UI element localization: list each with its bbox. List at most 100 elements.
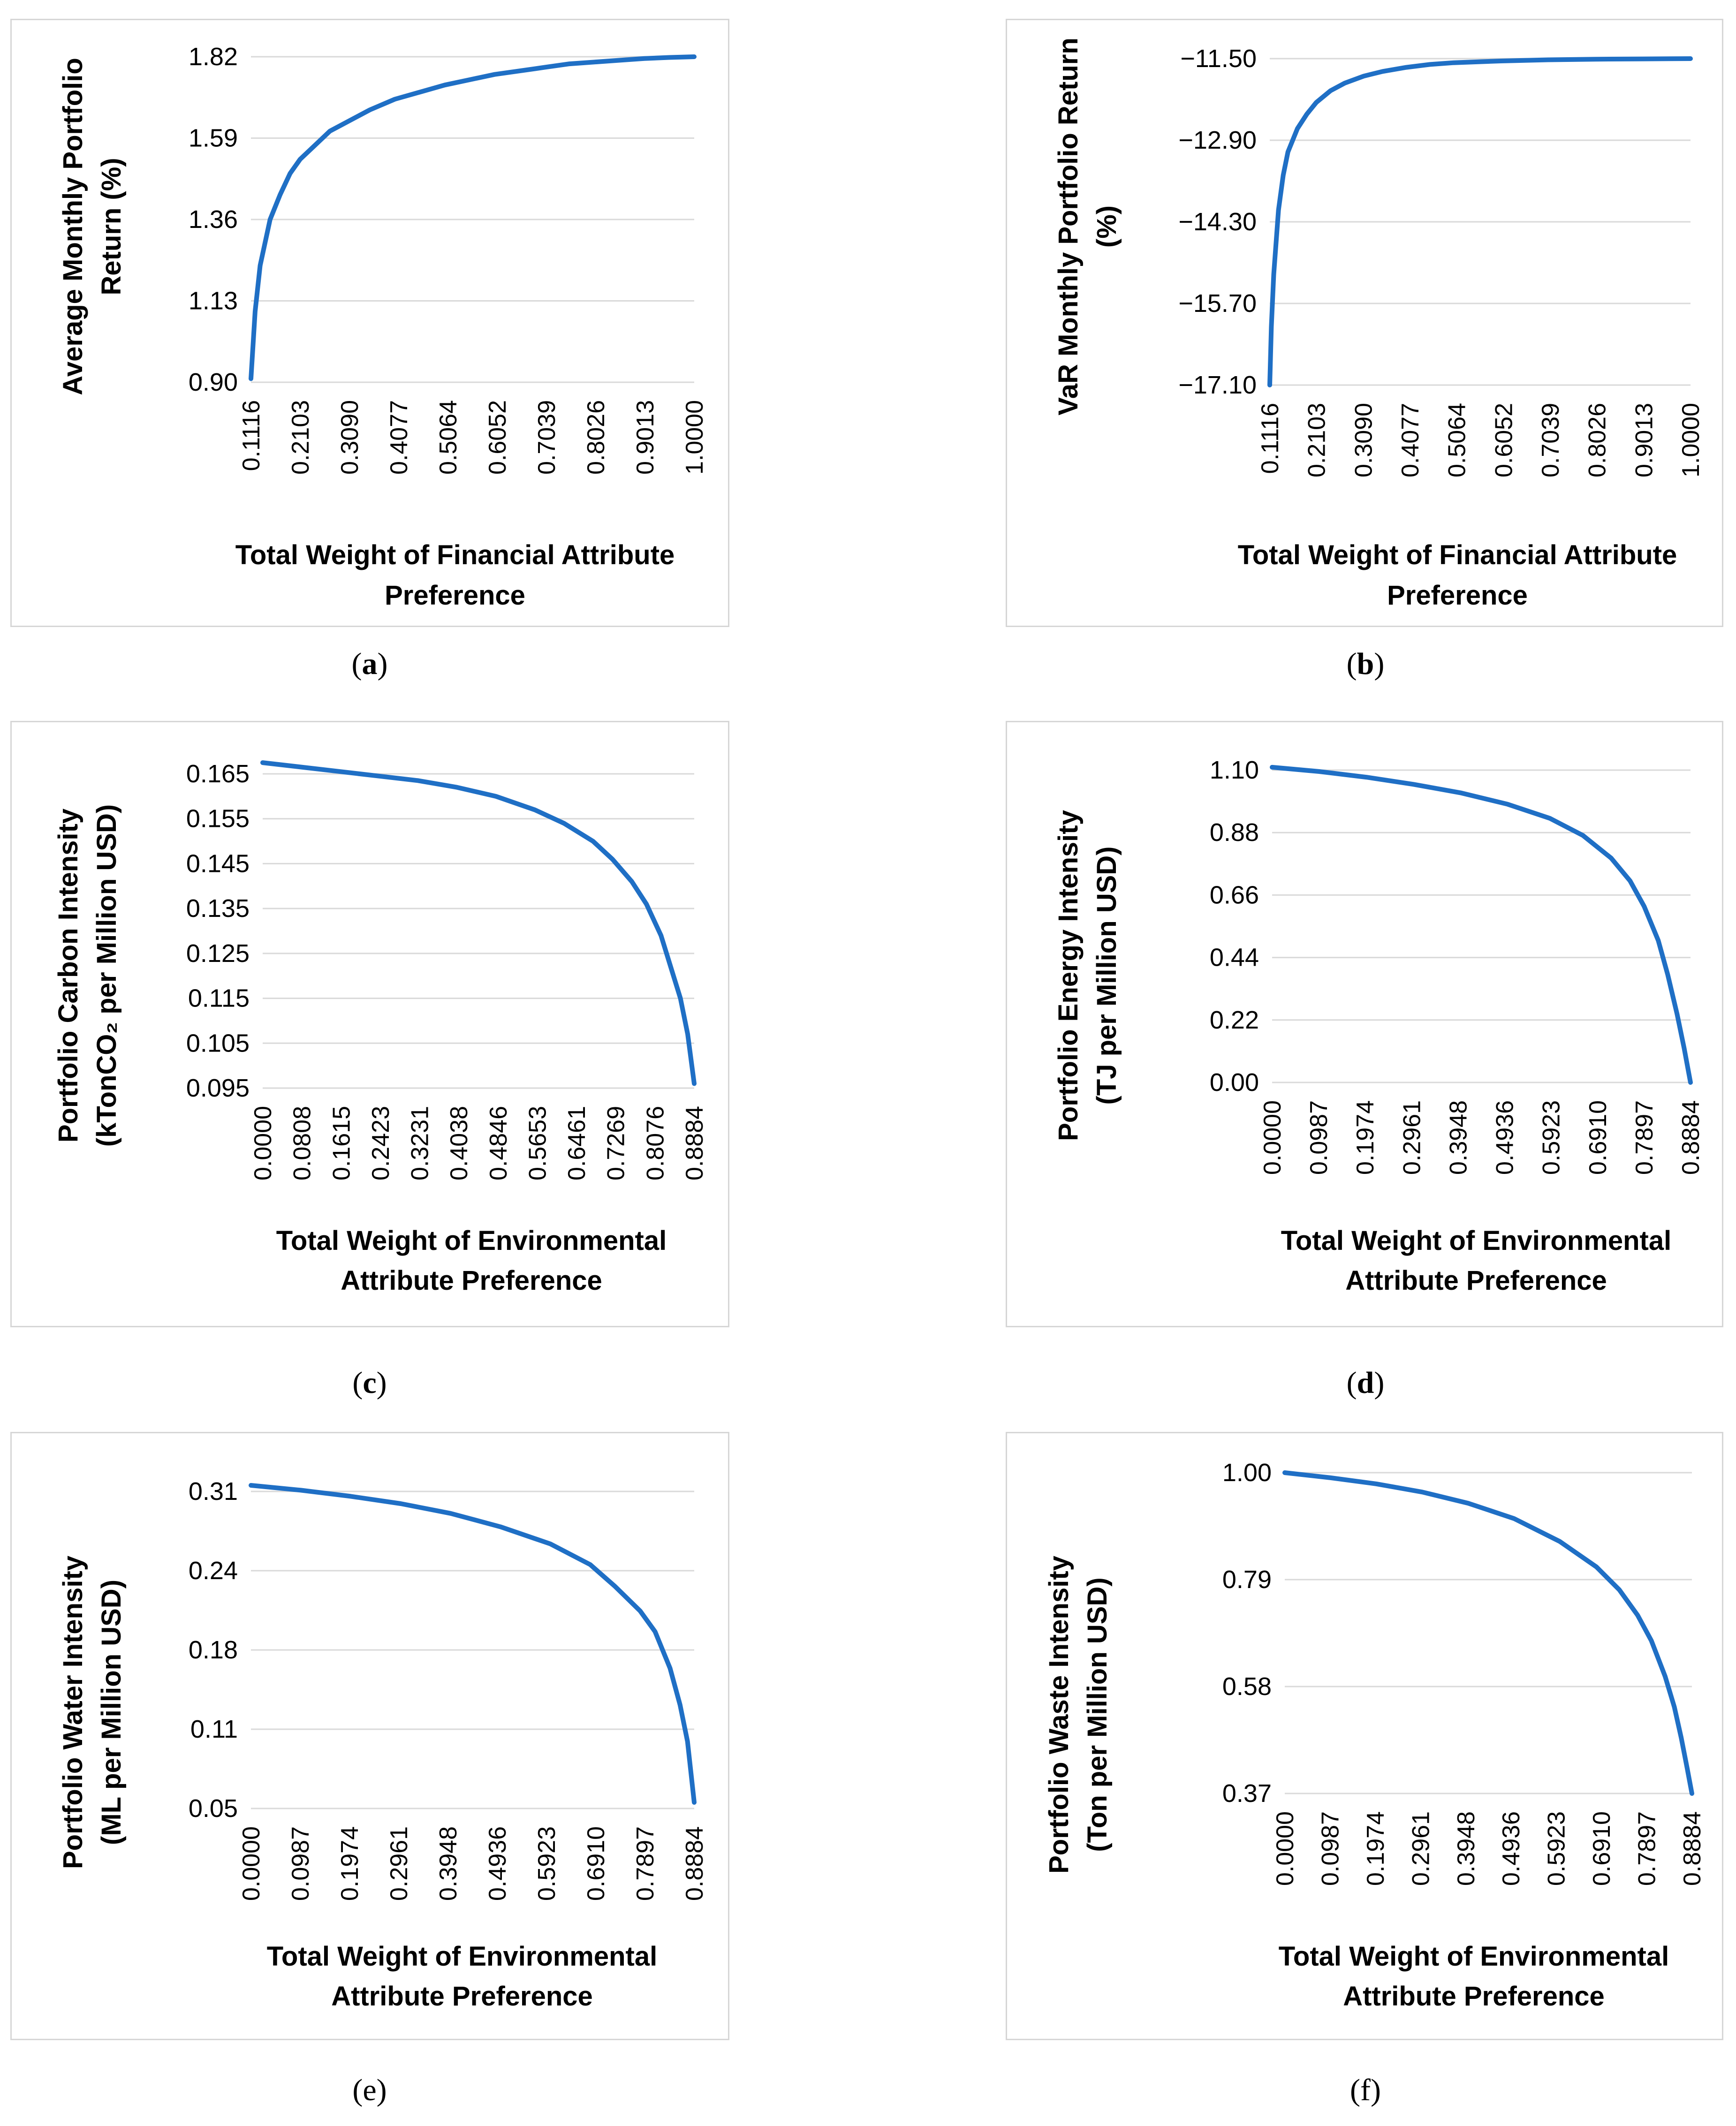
ylabel-d-line2: (TJ per Million USD) xyxy=(1092,847,1122,1105)
chart-d-svg: Portfolio Energy Intensity (TJ per Milli… xyxy=(1053,756,1705,1296)
ytick-c-1: 0.155 xyxy=(186,805,250,833)
xtick-e-5: 0.4936 xyxy=(484,1826,511,1901)
chart-c-svg: Portfolio Carbon Intensity (kTonCO₂ per … xyxy=(53,760,708,1296)
ylabel-c-line1: Portfolio Carbon Intensity xyxy=(53,809,83,1142)
ytick-c-7: 0.095 xyxy=(186,1074,250,1102)
ylabel-f-line1: Portfolio Waste Intensity xyxy=(1044,1556,1074,1874)
chart-a-svg: Average Monthly Portfolio Return (%) Tot… xyxy=(58,43,708,611)
xtick-f-2: 0.1974 xyxy=(1362,1811,1389,1886)
panel-label-e-letter: e xyxy=(363,2073,377,2107)
xtick-d-8: 0.7897 xyxy=(1631,1100,1658,1175)
xlabel-f-line2: Attribute Preference xyxy=(1343,1981,1605,2012)
xtick-a-3: 0.4077 xyxy=(386,400,413,475)
xtick-c-1: 0.0808 xyxy=(289,1106,316,1180)
xtick-f-6: 0.5923 xyxy=(1543,1811,1570,1886)
panel-label-f: (f) xyxy=(1201,2075,1530,2106)
xtick-e-1: 0.0987 xyxy=(287,1826,314,1901)
xtick-c-7: 0.5653 xyxy=(524,1106,551,1180)
ytick-e-3: 0.11 xyxy=(190,1715,238,1743)
ytick-f-0: 1.00 xyxy=(1222,1459,1272,1487)
chart-panel-b: VaR Monthly Portfolio Return (%) Total W… xyxy=(1006,19,1723,627)
ytick-d-3: 0.44 xyxy=(1210,944,1259,972)
ytick-d-1: 0.88 xyxy=(1210,818,1259,847)
panel-label-b-close: ) xyxy=(1374,647,1385,681)
data-line-b xyxy=(1267,56,1693,387)
panel-label-a-letter: a xyxy=(362,647,378,681)
xtick-c-0: 0.0000 xyxy=(250,1106,277,1180)
ytick-a-3: 1.13 xyxy=(189,287,238,315)
panel-label-a-open: ( xyxy=(351,647,362,681)
ytick-a-4: 0.90 xyxy=(189,368,238,396)
ytick-d-0: 1.10 xyxy=(1210,756,1259,784)
ylabel-a-line1: Average Monthly Portfolio xyxy=(58,58,88,395)
data-line-a xyxy=(249,54,697,381)
xlabel-c-line1: Total Weight of Environmental xyxy=(276,1226,667,1256)
ytick-c-4: 0.125 xyxy=(186,939,250,968)
ytick-a-0: 1.82 xyxy=(189,43,238,71)
xtick-a-6: 0.7039 xyxy=(533,400,561,475)
ytick-d-5: 0.00 xyxy=(1210,1068,1259,1097)
xtick-c-8: 0.6461 xyxy=(563,1106,591,1180)
xtick-f-7: 0.6910 xyxy=(1588,1811,1615,1886)
panel-label-d-open: ( xyxy=(1346,1366,1357,1400)
panel-label-d: (d) xyxy=(1201,1368,1530,1399)
panel-label-a-close: ) xyxy=(377,647,388,681)
xtick-f-5: 0.4936 xyxy=(1498,1811,1525,1886)
ytick-d-2: 0.66 xyxy=(1210,881,1259,909)
chart-e-svg: Portfolio Water Intensity (ML per Millio… xyxy=(58,1477,708,2012)
xtick-e-6: 0.5923 xyxy=(533,1826,561,1901)
panel-label-b-letter: b xyxy=(1357,647,1374,681)
ytick-b-3: −15.70 xyxy=(1178,289,1257,318)
xtick-e-8: 0.7897 xyxy=(632,1826,659,1901)
xtick-a-1: 0.2103 xyxy=(287,400,314,475)
xlabel-b-line2: Preference xyxy=(1387,580,1528,611)
chart-b-svg: VaR Monthly Portfolio Return (%) Total W… xyxy=(1053,38,1705,611)
xlabel-a-line1: Total Weight of Financial Attribute xyxy=(235,540,675,570)
xtick-a-9: 1.0000 xyxy=(681,400,708,475)
xtick-d-3: 0.2961 xyxy=(1398,1100,1425,1175)
ytick-c-6: 0.105 xyxy=(186,1029,250,1057)
xlabel-d-line1: Total Weight of Environmental xyxy=(1281,1226,1671,1256)
xtick-b-0: 0.1116 xyxy=(1257,403,1284,474)
xtick-c-10: 0.8076 xyxy=(642,1106,669,1180)
ytick-a-1: 1.59 xyxy=(189,124,238,152)
ytick-e-2: 0.18 xyxy=(189,1636,238,1664)
xtick-e-0: 0.0000 xyxy=(238,1826,265,1901)
xlabel-e-line2: Attribute Preference xyxy=(331,1981,593,2012)
xlabel-b-line1: Total Weight of Financial Attribute xyxy=(1238,540,1677,570)
xtick-f-3: 0.2961 xyxy=(1407,1811,1434,1886)
xlabel-e-line1: Total Weight of Environmental xyxy=(267,1941,657,1972)
chart-panel-c: Portfolio Carbon Intensity (kTonCO₂ per … xyxy=(10,721,729,1327)
ylabel-d-line1: Portfolio Energy Intensity xyxy=(1053,810,1084,1141)
chart-panel-f: Portfolio Waste Intensity (Ton per Milli… xyxy=(1006,1432,1723,2040)
ytick-e-0: 0.31 xyxy=(189,1477,238,1506)
ylabel-f-line2: (Ton per Million USD) xyxy=(1082,1577,1113,1852)
xtick-e-2: 0.1974 xyxy=(336,1826,364,1901)
data-line-c xyxy=(260,760,697,1086)
xtick-f-4: 0.3948 xyxy=(1453,1811,1480,1886)
ytick-b-0: −11.50 xyxy=(1180,45,1257,73)
xtick-a-7: 0.8026 xyxy=(583,400,610,475)
panel-label-b-open: ( xyxy=(1346,647,1357,681)
xlabel-a-line2: Preference xyxy=(385,580,525,611)
xtick-b-4: 0.5064 xyxy=(1444,403,1471,477)
xlabel-f-line1: Total Weight of Environmental xyxy=(1279,1941,1669,1972)
panel-label-e: (e) xyxy=(205,2075,534,2106)
panel-label-e-close: ) xyxy=(376,2073,387,2107)
xtick-d-5: 0.4936 xyxy=(1492,1100,1519,1175)
ytick-d-4: 0.22 xyxy=(1210,1006,1259,1034)
chart-f-svg: Portfolio Waste Intensity (Ton per Milli… xyxy=(1044,1459,1706,2012)
xtick-d-4: 0.3948 xyxy=(1445,1100,1472,1175)
xtick-b-5: 0.6052 xyxy=(1490,403,1517,477)
ytick-c-0: 0.165 xyxy=(186,760,250,788)
xtick-f-0: 0.0000 xyxy=(1272,1811,1299,1886)
xtick-e-3: 0.2961 xyxy=(386,1826,413,1901)
ylabel-c-line2: (kTonCO₂ per Million USD) xyxy=(91,804,122,1147)
xtick-c-9: 0.7269 xyxy=(603,1106,630,1180)
panel-label-f-open: ( xyxy=(1350,2073,1360,2107)
xtick-e-7: 0.6910 xyxy=(583,1826,610,1901)
xtick-b-8: 0.9013 xyxy=(1630,403,1658,477)
chart-panel-e: Portfolio Water Intensity (ML per Millio… xyxy=(10,1432,729,2040)
data-line-d xyxy=(1270,764,1693,1085)
ytick-c-3: 0.135 xyxy=(186,894,250,923)
